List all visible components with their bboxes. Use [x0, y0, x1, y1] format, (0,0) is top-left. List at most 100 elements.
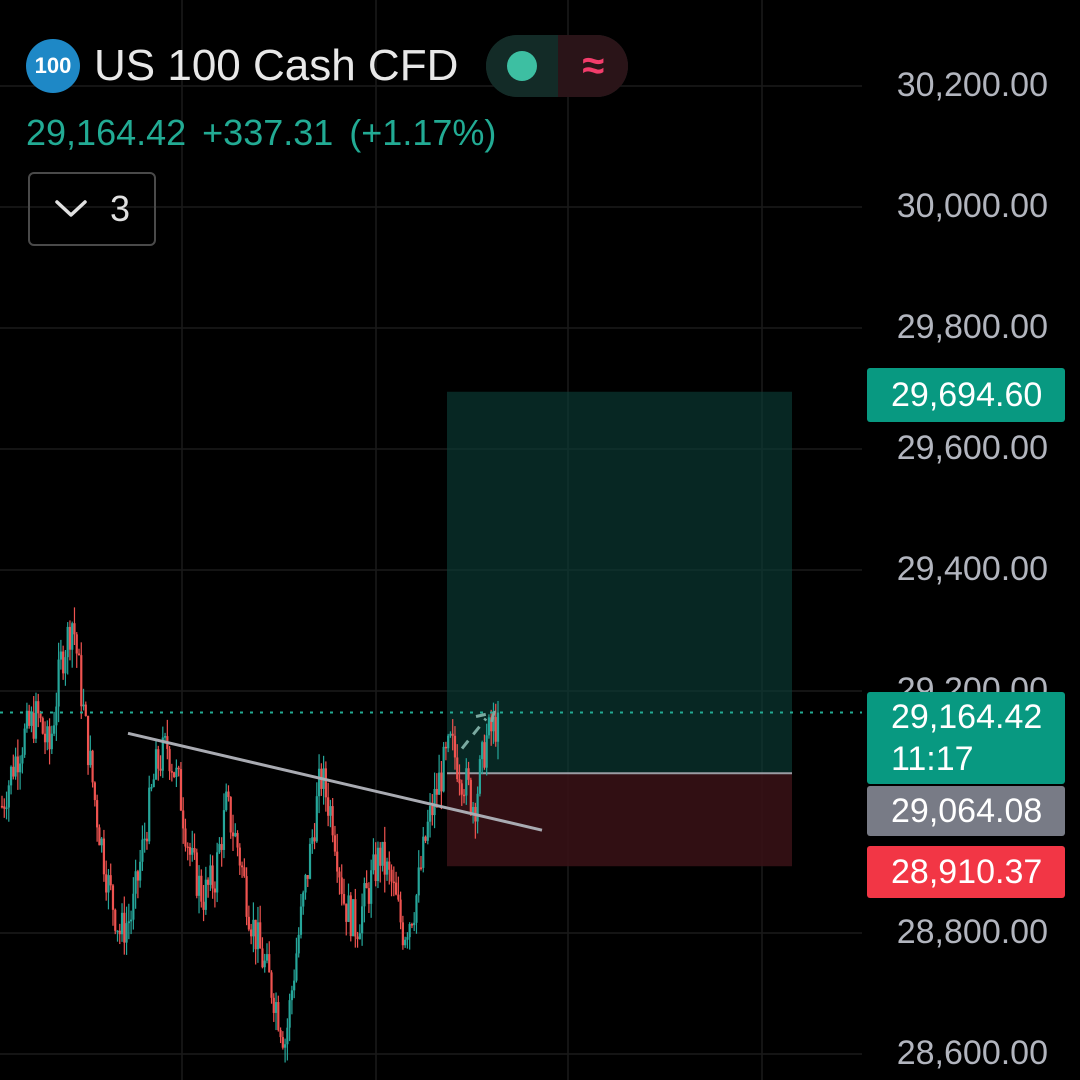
candle-body: [485, 735, 488, 768]
candle-body: [340, 877, 343, 895]
candle-body: [43, 733, 47, 743]
long-position-profit-zone[interactable]: [447, 391, 792, 774]
candle-body: [211, 865, 214, 889]
candle-body: [428, 805, 432, 822]
candle-body: [376, 847, 380, 882]
stop-price-tag[interactable]: 28,910.37: [867, 846, 1065, 898]
candle-body: [399, 899, 402, 923]
candle-body: [331, 806, 334, 836]
current-price-value: 29,164.42: [891, 698, 1043, 736]
candle-body: [363, 883, 366, 907]
candle-body: [304, 875, 307, 893]
candle-body: [297, 934, 300, 954]
candle-body: [188, 847, 192, 855]
candle-body: [299, 906, 303, 935]
candle-body: [254, 919, 257, 950]
target-price-tag[interactable]: 29,694.60: [867, 368, 1065, 422]
candle-body: [379, 847, 382, 866]
candle-body: [385, 861, 389, 875]
candle-body: [46, 726, 49, 743]
candle-body: [311, 837, 314, 844]
candle-body: [333, 835, 337, 852]
candle-body: [23, 728, 26, 755]
candle-body: [154, 749, 158, 780]
candle-body: [426, 821, 429, 841]
candle-body: [80, 655, 83, 707]
market-status[interactable]: [486, 35, 559, 97]
candle-body: [30, 712, 33, 726]
candle-body: [272, 997, 275, 1013]
status-pill[interactable]: ≈: [486, 35, 629, 97]
candle-body: [392, 881, 395, 884]
candle-body: [358, 933, 361, 940]
green-dot-icon: [507, 51, 538, 81]
candle-body: [444, 746, 448, 749]
candle-body: [73, 623, 76, 635]
candle-body: [238, 847, 241, 866]
candle-body: [159, 768, 162, 771]
candle-body: [476, 793, 479, 822]
long-position-loss-zone[interactable]: [447, 773, 792, 867]
candle-body: [89, 750, 92, 766]
candle-body: [191, 847, 194, 855]
candle-body: [204, 879, 207, 910]
candle-body: [274, 1002, 278, 1013]
candle-body: [77, 653, 81, 656]
candle-body: [170, 771, 173, 773]
current-price-tag[interactable]: 29,164.42 11:17: [867, 692, 1065, 784]
candle-body: [55, 706, 58, 726]
candle-body: [218, 844, 221, 853]
candle-body: [356, 936, 359, 940]
entry-price-tag[interactable]: 29,064.08: [867, 786, 1065, 836]
candle-body: [367, 888, 371, 904]
candle-body: [105, 874, 108, 893]
candle-body: [247, 916, 250, 930]
candle-body: [435, 788, 438, 795]
candle-body: [59, 651, 62, 660]
price-axis-label: 30,200.00: [896, 66, 1048, 104]
candle-body: [469, 779, 472, 813]
candle-body: [460, 783, 463, 795]
candle-body: [197, 875, 201, 896]
candle-body: [127, 921, 130, 924]
symbol-logo[interactable]: 100: [26, 39, 80, 93]
candle-body: [290, 990, 293, 1001]
approx-equal-icon[interactable]: ≈: [558, 35, 629, 97]
candle-body: [370, 870, 373, 904]
candle-body: [57, 659, 60, 707]
candle-body: [308, 843, 312, 879]
indicators-toggle-button[interactable]: 3: [28, 172, 156, 246]
candle-body: [440, 772, 443, 792]
price-change: +337.31: [202, 112, 334, 153]
candle-body: [28, 710, 31, 726]
candle-body: [71, 623, 74, 650]
candle-body: [182, 810, 185, 829]
candle-body: [490, 717, 493, 732]
trendline[interactable]: [127, 731, 543, 832]
candle-body: [184, 828, 187, 847]
chevron-down-icon: [55, 200, 87, 217]
candle-body: [193, 847, 196, 853]
candle-body: [120, 912, 124, 935]
candle-body: [342, 894, 346, 904]
candle-body: [41, 718, 44, 734]
price-change-percent: (+1.17%): [349, 112, 497, 153]
candle-body: [234, 833, 237, 837]
quote-line: 29,164.42 +337.31 (+1.17%): [26, 112, 512, 154]
candle-body: [351, 899, 355, 937]
candle-body: [207, 879, 210, 885]
candle-body: [336, 851, 339, 872]
price-axis-label: 29,400.00: [896, 550, 1048, 588]
candle-body: [152, 779, 155, 788]
candle-body: [313, 837, 316, 842]
candle-body: [14, 756, 17, 777]
candle-body: [381, 841, 384, 866]
candle-body: [220, 844, 223, 850]
candle-body: [397, 894, 400, 900]
candle-body: [19, 763, 22, 773]
candle-body: [462, 794, 466, 797]
candle-body: [494, 717, 497, 742]
symbol-title[interactable]: US 100 Cash CFD: [94, 41, 459, 90]
candle-body: [98, 827, 101, 846]
